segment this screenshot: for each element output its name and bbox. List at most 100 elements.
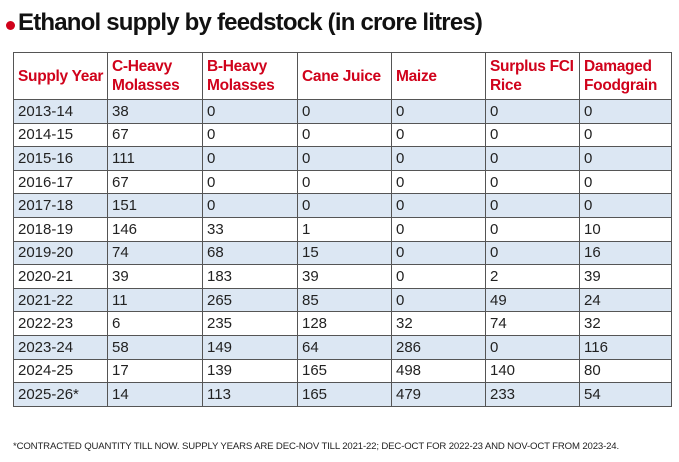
value-cell: 16 xyxy=(579,240,672,266)
value-cell: 0 xyxy=(391,287,486,313)
chart-title-text: Ethanol supply by feedstock (in crore li… xyxy=(18,9,483,36)
column-header: Damaged Foodgrain xyxy=(579,52,672,100)
value-cell: 498 xyxy=(391,358,486,384)
table-header-row: Supply Year C-Heavy Molasses B-Heavy Molas… xyxy=(13,52,672,100)
value-cell: 149 xyxy=(202,334,298,360)
value-cell: 15 xyxy=(297,240,392,266)
table-row: 2014-15 67 0 0 0 0 0 xyxy=(13,122,672,148)
value-cell: 74 xyxy=(485,311,580,336)
column-header: B-Heavy Molasses xyxy=(202,52,298,100)
supply-year-cell: 2019-20 xyxy=(13,240,108,266)
value-cell: 139 xyxy=(202,358,298,384)
value-cell: 0 xyxy=(202,193,298,218)
value-cell: 0 xyxy=(485,193,580,218)
value-cell: 0 xyxy=(579,169,672,195)
value-cell: 0 xyxy=(297,122,392,148)
table-row: 2016-17 67 0 0 0 0 0 xyxy=(13,169,672,195)
chart-title: Ethanol supply by feedstock (in crore li… xyxy=(6,4,483,42)
table-body: 2013-14 38 0 0 0 0 0 2014-15 67 0 0 0 0 0 2015-16 111 0 0… xyxy=(13,99,672,407)
table-row: 2024-25 17 139 165 498 140 80 xyxy=(13,358,672,384)
footnote: *CONTRACTED QUANTITY TILL NOW. SUPPLY YE… xyxy=(13,441,619,452)
supply-year-cell: 2022-23 xyxy=(13,311,108,336)
value-cell: 67 xyxy=(107,122,203,148)
value-cell: 0 xyxy=(485,334,580,360)
table-row: 2023-24 58 149 64 286 0 116 xyxy=(13,334,672,360)
value-cell: 0 xyxy=(391,193,486,218)
supply-year-cell: 2017-18 xyxy=(13,193,108,218)
column-header: Surplus FCI Rice xyxy=(485,52,580,100)
value-cell: 80 xyxy=(579,358,672,384)
value-cell: 0 xyxy=(485,216,580,242)
table-row: 2017-18 151 0 0 0 0 0 xyxy=(13,193,672,218)
table-row: 2022-23 6 235 128 32 74 32 xyxy=(13,311,672,336)
value-cell: 0 xyxy=(579,193,672,218)
supply-year-cell: 2016-17 xyxy=(13,169,108,195)
value-cell: 17 xyxy=(107,358,203,384)
value-cell: 0 xyxy=(391,264,486,289)
value-cell: 38 xyxy=(107,99,203,124)
value-cell: 10 xyxy=(579,216,672,242)
value-cell: 0 xyxy=(579,146,672,171)
value-cell: 64 xyxy=(297,334,392,360)
table-row: 2015-16 111 0 0 0 0 0 xyxy=(13,146,672,171)
value-cell: 2 xyxy=(485,264,580,289)
value-cell: 0 xyxy=(297,169,392,195)
value-cell: 0 xyxy=(391,146,486,171)
ethanol-supply-table: Supply Year C-Heavy Molasses B-Heavy Molas… xyxy=(13,52,672,407)
value-cell: 0 xyxy=(297,193,392,218)
value-cell: 0 xyxy=(579,122,672,148)
value-cell: 68 xyxy=(202,240,298,266)
value-cell: 1 xyxy=(297,216,392,242)
value-cell: 0 xyxy=(391,99,486,124)
value-cell: 49 xyxy=(485,287,580,313)
supply-year-cell: 2024-25 xyxy=(13,358,108,384)
value-cell: 0 xyxy=(202,122,298,148)
value-cell: 233 xyxy=(485,382,580,407)
supply-year-cell: 2014-15 xyxy=(13,122,108,148)
value-cell: 32 xyxy=(579,311,672,336)
value-cell: 0 xyxy=(485,240,580,266)
value-cell: 0 xyxy=(485,99,580,124)
value-cell: 146 xyxy=(107,216,203,242)
value-cell: 14 xyxy=(107,382,203,407)
value-cell: 0 xyxy=(485,169,580,195)
supply-year-cell: 2023-24 xyxy=(13,334,108,360)
table-row: 2013-14 38 0 0 0 0 0 xyxy=(13,99,672,124)
supply-year-cell: 2025-26* xyxy=(13,382,108,407)
value-cell: 54 xyxy=(579,382,672,407)
value-cell: 32 xyxy=(391,311,486,336)
value-cell: 116 xyxy=(579,334,672,360)
column-header: Supply Year xyxy=(13,52,108,100)
value-cell: 0 xyxy=(202,169,298,195)
value-cell: 0 xyxy=(202,99,298,124)
value-cell: 0 xyxy=(485,146,580,171)
value-cell: 0 xyxy=(391,240,486,266)
value-cell: 58 xyxy=(107,334,203,360)
value-cell: 165 xyxy=(297,382,392,407)
supply-year-cell: 2015-16 xyxy=(13,146,108,171)
supply-year-cell: 2018-19 xyxy=(13,216,108,242)
column-header: Cane Juice xyxy=(297,52,392,100)
value-cell: 33 xyxy=(202,216,298,242)
value-cell: 67 xyxy=(107,169,203,195)
value-cell: 0 xyxy=(485,122,580,148)
value-cell: 0 xyxy=(297,146,392,171)
table-row: 2021-22 11 265 85 0 49 24 xyxy=(13,287,672,313)
value-cell: 479 xyxy=(391,382,486,407)
table-row: 2019-20 74 68 15 0 0 16 xyxy=(13,240,672,266)
value-cell: 140 xyxy=(485,358,580,384)
bullet-icon xyxy=(6,21,15,30)
value-cell: 265 xyxy=(202,287,298,313)
value-cell: 0 xyxy=(391,122,486,148)
value-cell: 39 xyxy=(107,264,203,289)
value-cell: 183 xyxy=(202,264,298,289)
column-header: Maize xyxy=(391,52,486,100)
value-cell: 165 xyxy=(297,358,392,384)
value-cell: 11 xyxy=(107,287,203,313)
value-cell: 0 xyxy=(391,216,486,242)
value-cell: 113 xyxy=(202,382,298,407)
value-cell: 74 xyxy=(107,240,203,266)
value-cell: 85 xyxy=(297,287,392,313)
table-row: 2020-21 39 183 39 0 2 39 xyxy=(13,264,672,289)
supply-year-cell: 2020-21 xyxy=(13,264,108,289)
